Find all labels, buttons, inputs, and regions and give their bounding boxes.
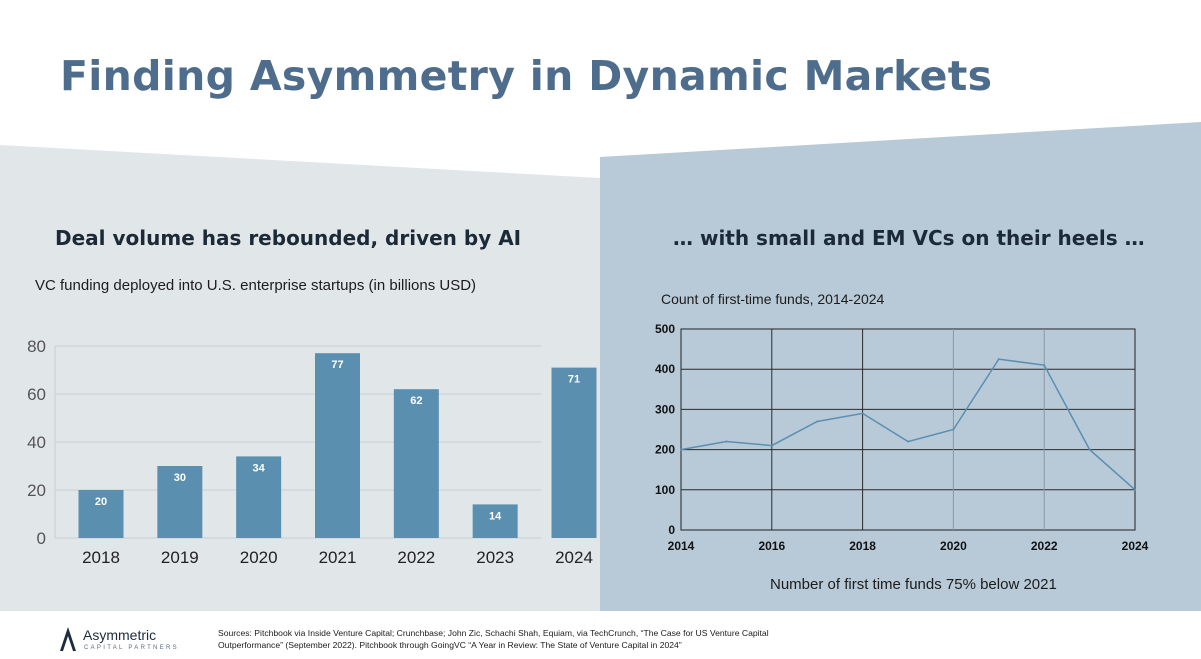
bar-chart-x-tick-label: 2018 bbox=[82, 548, 120, 567]
bar-2021 bbox=[315, 353, 360, 538]
bar-chart-x-tick-label: 2024 bbox=[555, 548, 593, 567]
line-point-2014 bbox=[680, 448, 682, 451]
bar-data-label: 77 bbox=[331, 359, 343, 371]
slide-title: Finding Asymmetry in Dynamic Markets bbox=[60, 52, 993, 100]
line-point-2023 bbox=[1088, 448, 1091, 451]
line-chart-y-tick-label: 100 bbox=[655, 483, 675, 497]
line-point-2016 bbox=[770, 444, 773, 447]
bar-2022 bbox=[393, 389, 439, 538]
line-point-2018 bbox=[861, 412, 864, 415]
bar-2020 bbox=[236, 456, 282, 538]
line-chart-x-tick-label: 2024 bbox=[1122, 539, 1149, 553]
brand-logo-icon bbox=[60, 627, 76, 651]
bar-data-label: 20 bbox=[95, 496, 107, 508]
bar-data-label: 14 bbox=[489, 510, 502, 522]
line-chart-plot-area bbox=[680, 328, 1136, 531]
line-point-2024 bbox=[1134, 488, 1136, 491]
line-chart-x-tick-label: 2018 bbox=[849, 539, 876, 553]
line-chart-y-tick-label: 300 bbox=[655, 402, 675, 416]
bar-data-label: 34 bbox=[253, 462, 266, 474]
line-point-2021 bbox=[997, 358, 1000, 361]
bar-chart-x-tick-label: 2020 bbox=[240, 548, 278, 567]
sources-line-2: Outperformance” (September 2022). Pitchb… bbox=[218, 639, 682, 650]
bar-chart: 0 20 40 60 80 20 2018 30 2019 34 2020 77 2021 62 2022 1… bbox=[27, 337, 597, 567]
line-chart: 0 100 200 300 400 500 2014 2016 2018 2020 2022 2024 bbox=[655, 322, 1149, 553]
line-point-2020 bbox=[952, 428, 955, 431]
bar-data-label: 62 bbox=[410, 395, 422, 407]
bar-chart-x-tick-label: 2019 bbox=[161, 548, 199, 567]
line-chart-x-tick-label: 2014 bbox=[668, 539, 695, 553]
left-panel-background bbox=[0, 145, 600, 611]
bar-chart-y-tick-label: 0 bbox=[37, 529, 46, 548]
line-chart-x-tick-label: 2020 bbox=[940, 539, 967, 553]
bar-2019 bbox=[157, 466, 203, 538]
bar-2024 bbox=[551, 367, 597, 538]
brand-tagline: CAPITAL PARTNERS bbox=[84, 645, 179, 651]
bar-data-label: 30 bbox=[174, 472, 186, 484]
bar-chart-y-tick-label: 60 bbox=[27, 385, 46, 404]
line-chart-note: Number of first time funds 75% below 202… bbox=[770, 576, 1057, 593]
bar-chart-y-tick-label: 40 bbox=[27, 433, 46, 452]
bar-chart-x-tick-label: 2022 bbox=[397, 548, 435, 567]
bar-chart-x-tick-label: 2021 bbox=[319, 548, 357, 567]
line-chart-y-tick-label: 0 bbox=[668, 523, 675, 537]
line-chart-y-tick-label: 500 bbox=[655, 322, 675, 336]
bar-chart-y-tick-label: 80 bbox=[27, 337, 46, 356]
line-chart-x-tick-label: 2022 bbox=[1031, 539, 1058, 553]
bar-2023 bbox=[472, 504, 518, 538]
line-chart-y-tick-label: 400 bbox=[655, 362, 675, 376]
line-point-2017 bbox=[816, 420, 819, 423]
right-panel-heading: … with small and EM VCs on their heels … bbox=[673, 226, 1145, 250]
bar-chart-x-tick-label: 2023 bbox=[476, 548, 514, 567]
bar-chart-subtitle: VC funding deployed into U.S. enterprise… bbox=[35, 277, 477, 294]
line-chart-x-tick-label: 2016 bbox=[758, 539, 785, 553]
bar-2018 bbox=[78, 490, 124, 538]
brand-name: Asymmetric bbox=[83, 627, 157, 643]
bar-chart-y-tick-label: 20 bbox=[27, 481, 46, 500]
line-chart-y-tick-label: 200 bbox=[655, 443, 675, 457]
left-panel-heading: Deal volume has rebounded, driven by AI bbox=[55, 226, 522, 250]
sources-line-1: Sources: Pitchbook via Inside Venture Ca… bbox=[218, 628, 769, 638]
line-chart-subtitle: Count of first-time funds, 2014-2024 bbox=[661, 291, 885, 307]
line-point-2019 bbox=[907, 440, 909, 443]
sources-text: Sources: Pitchbook via Inside Venture Ca… bbox=[218, 628, 918, 651]
bar-data-label: 71 bbox=[568, 374, 580, 386]
line-point-2015 bbox=[725, 440, 728, 443]
line-point-2022 bbox=[1043, 364, 1046, 367]
